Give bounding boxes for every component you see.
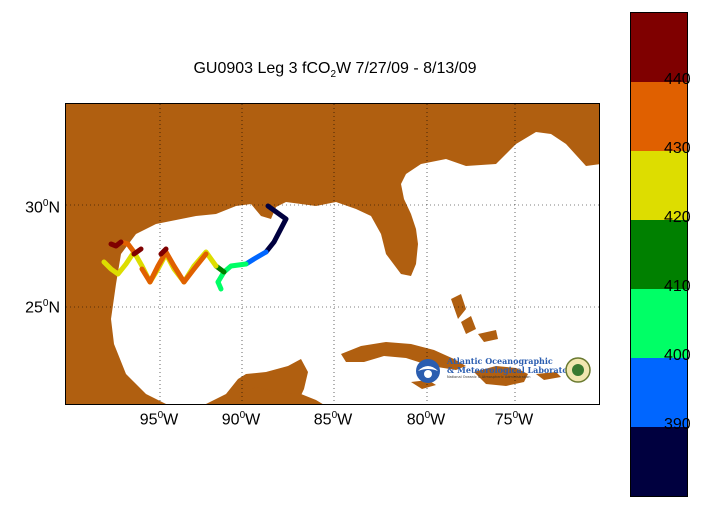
colorbar-tick-label: 440 [664, 71, 691, 88]
colorbar-tick-label: 430 [664, 140, 691, 157]
colorbar-tick-label: 410 [664, 278, 691, 295]
colorbar-tick-label: 420 [664, 209, 691, 226]
colorbar-segment [631, 82, 687, 151]
land-central-america [236, 387, 323, 404]
lat-label-30n: 300N [25, 198, 60, 217]
cruise-track [101, 203, 289, 292]
land-north-america [66, 104, 599, 404]
lon-label-95w: 950W [139, 410, 179, 429]
colorbar-segment [631, 289, 687, 358]
colorbar-tick-label: 400 [664, 347, 691, 364]
land-hispaniola [474, 366, 528, 386]
land-bahamas [451, 294, 498, 342]
colorbar [630, 12, 688, 497]
map-area: Atlantic Oceanographic & Meteorological … [65, 103, 600, 405]
noaa-logo-icon [416, 359, 440, 383]
lat-label-25n: 250N [25, 298, 60, 317]
land-puerto-rico [536, 372, 561, 380]
lon-label-85w: 850W [313, 410, 353, 429]
colorbar-segment [631, 13, 687, 82]
colorbar-tick-label: 390 [664, 416, 691, 433]
lon-label-80w: 800W [406, 410, 446, 429]
aoml-logo: Atlantic Oceanographic & Meteorological … [413, 355, 593, 387]
colorbar-segment [631, 358, 687, 427]
colorbar-segment [631, 220, 687, 289]
map-title: GU0903 Leg 3 fCO2W 7/27/09 - 8/13/09 [193, 60, 477, 81]
colorbar-segment [631, 427, 687, 496]
commerce-seal-icon [565, 357, 591, 383]
lon-label-75w: 750W [494, 410, 534, 429]
lon-label-90w: 900W [221, 410, 261, 429]
colorbar-segment [631, 151, 687, 220]
